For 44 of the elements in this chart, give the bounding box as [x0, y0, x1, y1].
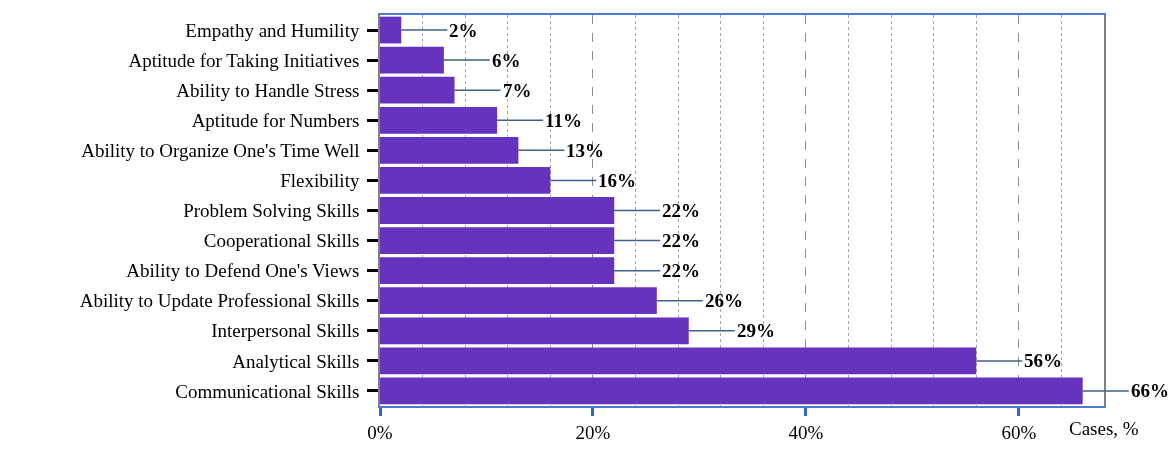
bar	[380, 347, 977, 375]
data-label: 22%	[662, 260, 700, 281]
y-tick-label: Ability to Defend One's Views	[126, 260, 360, 282]
bar	[380, 106, 498, 134]
x-tick-label: 0%	[367, 421, 393, 443]
bar	[380, 76, 455, 104]
data-label: 2%	[449, 20, 478, 41]
bar	[380, 167, 551, 194]
x-tick-label: 40%	[788, 421, 824, 443]
data-label: 29%	[737, 320, 775, 341]
y-tick-label: Ability to Organize One's Time Well	[81, 140, 360, 161]
bar	[380, 317, 689, 345]
y-tick-label: Empathy and Humility	[185, 19, 360, 41]
y-tick-label: Flexibility	[280, 170, 360, 192]
x-axis-title: Cases, %	[1069, 418, 1139, 439]
data-label: 6%	[492, 50, 521, 71]
x-tick-label: 60%	[1001, 421, 1037, 443]
y-tick-label: Communicational Skills	[175, 380, 360, 402]
data-label: 7%	[503, 80, 532, 101]
bar	[380, 287, 657, 315]
y-tick-label: Problem Solving Skills	[183, 200, 360, 222]
bar	[380, 257, 615, 285]
bar	[380, 46, 444, 74]
y-tick-label: Analytical Skills	[232, 350, 360, 372]
data-label: 16%	[598, 170, 636, 191]
y-tick-label: Ability to Update Professional Skills	[79, 290, 360, 312]
y-tick-label: Cooperational Skills	[203, 230, 360, 252]
y-tick-label: Aptitude for Numbers	[191, 109, 360, 131]
bar	[380, 227, 615, 254]
data-label: 22%	[662, 230, 700, 251]
y-tick-label: Interpersonal Skills	[211, 320, 360, 342]
bar	[380, 136, 519, 164]
data-label: 66%	[1131, 380, 1168, 401]
data-label: 13%	[566, 140, 604, 161]
data-label: 26%	[705, 290, 743, 311]
bar	[380, 377, 1083, 405]
bar	[380, 16, 402, 44]
data-label: 56%	[1024, 350, 1062, 371]
y-tick-label: Aptitude for Taking Initiatives	[128, 49, 360, 71]
data-label: 11%	[545, 110, 582, 131]
y-tick-label: Ability to Handle Stress	[176, 79, 360, 101]
data-label: 22%	[662, 200, 700, 221]
x-tick-label: 20%	[575, 421, 611, 443]
bar	[380, 197, 615, 224]
